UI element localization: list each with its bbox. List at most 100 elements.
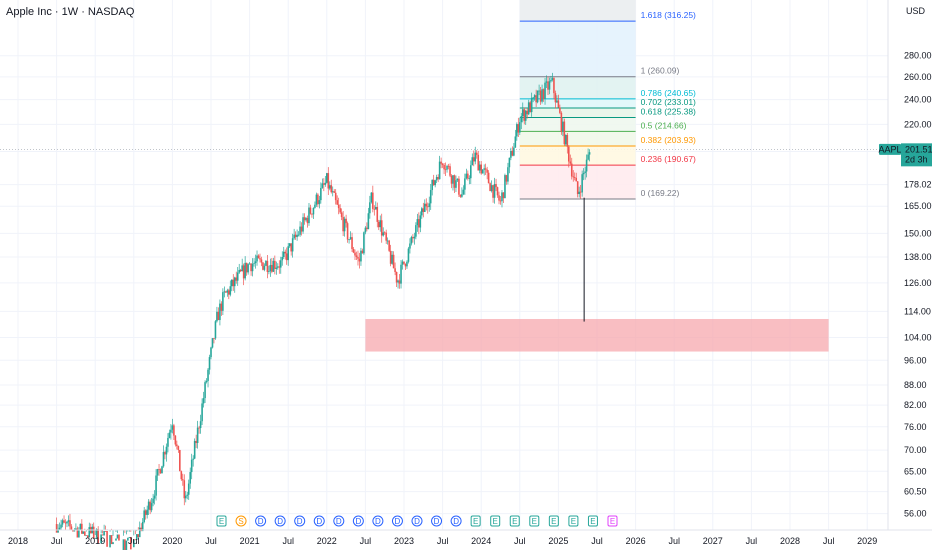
candle-body-355 — [582, 172, 585, 175]
candle-body-34 — [106, 531, 108, 547]
time-axis[interactable]: 2018 Jul 2019 Jul 2020 Jul 2021 Jul 2022 Jul 2023 J… — [0, 529, 932, 546]
candle-body-330 — [545, 81, 548, 83]
support-zone[interactable] — [365, 318, 829, 352]
event-marker-10[interactable]: D — [411, 515, 423, 527]
candle-body-243 — [416, 219, 419, 226]
candle-body-57 — [140, 527, 143, 532]
event-marker-16[interactable]: E — [529, 515, 540, 527]
candle-body-3 — [60, 524, 62, 528]
candle-body-78 — [171, 425, 174, 430]
fib-zone-6 — [519, 145, 636, 166]
candle-body-240 — [412, 237, 414, 239]
candle-body-214 — [373, 208, 376, 210]
candle-body-49 — [128, 536, 131, 538]
event-label-3: D — [277, 517, 283, 526]
last-price-badge[interactable] — [901, 143, 932, 167]
currency-label[interactable]: USD — [906, 6, 926, 16]
event-marker-4[interactable]: D — [294, 515, 306, 527]
time-tick-8: 2022 — [317, 536, 337, 546]
candle-body-134 — [254, 261, 257, 264]
candle-body-118 — [230, 279, 233, 287]
candle-body-244 — [418, 219, 420, 228]
candle-body-105 — [211, 338, 214, 348]
candle-body-31 — [101, 534, 104, 536]
event-marker-0[interactable]: E — [216, 515, 227, 527]
candle-body-246 — [421, 208, 423, 216]
price-tick-6: 165.00 — [904, 201, 932, 211]
candle-body-19 — [84, 531, 86, 536]
candle-body-206 — [361, 250, 364, 254]
event-marker-1[interactable]: S — [235, 515, 247, 527]
support-zone-box[interactable] — [365, 318, 829, 352]
candle-body-201 — [354, 252, 356, 256]
time-tick-15: Jul — [591, 536, 603, 546]
event-marker-18[interactable]: E — [568, 515, 579, 527]
time-tick-2: 2019 — [85, 536, 105, 546]
event-marker-8[interactable]: D — [372, 515, 384, 527]
event-marker-9[interactable]: D — [391, 515, 403, 527]
event-marker-12[interactable]: D — [450, 515, 462, 527]
candle-body-209 — [366, 227, 368, 230]
candle-body-356 — [584, 171, 586, 173]
candle-body-22 — [88, 527, 91, 538]
candle-body-139 — [262, 262, 264, 270]
candle-body-339 — [559, 107, 561, 113]
event-marker-13[interactable]: E — [470, 515, 481, 527]
candle-body-0 — [55, 524, 58, 533]
price-axis[interactable]: USD280.00260.00240.00220.00200.00178.021… — [878, 0, 932, 530]
candle-body-95 — [196, 427, 199, 443]
candle-body-33 — [104, 530, 107, 532]
candle-body-55 — [137, 534, 140, 538]
candle-body-122 — [236, 272, 239, 281]
fib-zone-5 — [519, 131, 636, 146]
event-marker-6[interactable]: D — [333, 515, 345, 527]
event-circle-7 — [352, 515, 364, 527]
countdown-text: 2d 3h — [905, 154, 928, 164]
candle-body-135 — [256, 255, 258, 262]
candle-body-226 — [391, 254, 393, 264]
price-tick-2: 240.00 — [904, 95, 932, 105]
candlestick-series — [55, 72, 591, 550]
candle-body-145 — [271, 264, 273, 272]
candle-body-290 — [486, 169, 488, 173]
event-marker-19[interactable]: E — [587, 515, 598, 527]
event-marker-14[interactable]: E — [490, 515, 501, 527]
candle-body-130 — [248, 263, 251, 265]
candle-body-97 — [199, 421, 202, 429]
event-circle-8 — [372, 515, 384, 527]
candle-body-198 — [349, 237, 352, 240]
event-marker-7[interactable]: D — [352, 515, 364, 527]
candle-body-123 — [238, 269, 241, 273]
candle-body-237 — [407, 248, 410, 262]
chart-title: Apple Inc · 1W · NASDAQ — [6, 6, 135, 18]
event-marker-11[interactable]: D — [431, 515, 443, 527]
candle-body-112 — [222, 292, 224, 311]
candle-body-83 — [179, 449, 181, 472]
event-marker-17[interactable]: E — [548, 515, 559, 527]
candle-body-104 — [210, 347, 212, 358]
event-marker-20[interactable]: E — [607, 515, 618, 527]
time-tick-20: 2028 — [780, 536, 800, 546]
event-marker-2[interactable]: D — [255, 515, 267, 527]
candle-body-245 — [419, 215, 422, 228]
candle-body-260 — [441, 163, 444, 165]
candle-body-16 — [79, 523, 82, 531]
candle-body-111 — [220, 303, 223, 311]
candle-body-37 — [110, 535, 113, 545]
candle-body-15 — [78, 530, 80, 538]
event-marker-15[interactable]: E — [509, 515, 520, 527]
event-box-13 — [470, 515, 481, 527]
candle-body-128 — [245, 262, 248, 273]
event-label-18: E — [571, 517, 576, 526]
candle-body-73 — [164, 452, 166, 455]
symbol-badge[interactable] — [879, 143, 901, 155]
event-marker-5[interactable]: D — [313, 515, 325, 527]
event-marker-3[interactable]: D — [274, 515, 286, 527]
candle-body-204 — [358, 258, 361, 262]
candle-body-343 — [565, 134, 567, 145]
candle-body-50 — [130, 536, 132, 550]
fibonacci-retracement[interactable]: 1.618 (316.25)1 (260.09)0.786 (240.65)0.… — [519, 0, 696, 200]
event-label-20: E — [610, 517, 615, 526]
